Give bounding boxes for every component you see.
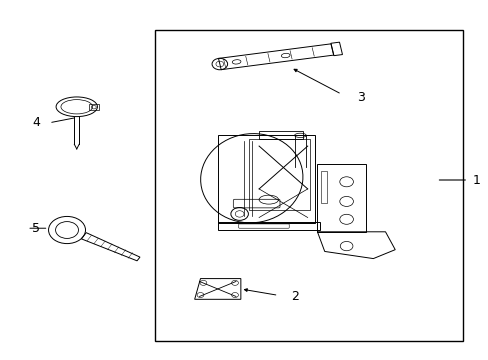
- Bar: [259, 131, 302, 139]
- Text: 1: 1: [472, 174, 480, 186]
- Bar: [154, 30, 462, 341]
- Bar: [321, 171, 326, 203]
- Text: 3: 3: [357, 91, 365, 104]
- Bar: [217, 135, 314, 223]
- Text: 4: 4: [32, 116, 40, 129]
- Bar: [249, 139, 309, 210]
- Text: 2: 2: [291, 289, 299, 303]
- Bar: [217, 222, 319, 230]
- Text: 5: 5: [32, 222, 41, 235]
- Bar: [317, 164, 366, 232]
- Bar: [89, 104, 99, 111]
